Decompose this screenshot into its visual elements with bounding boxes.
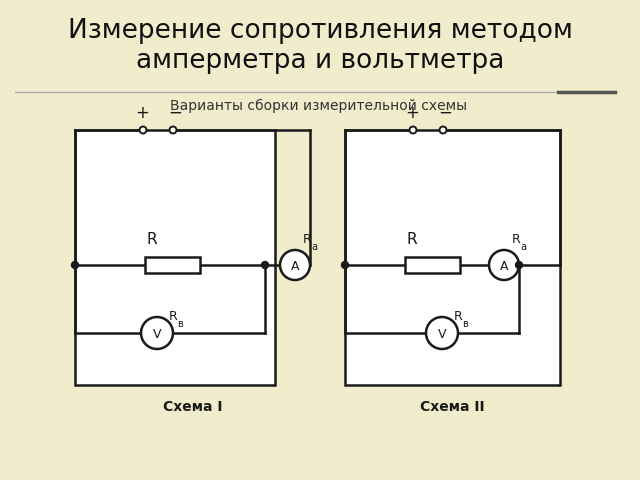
Circle shape xyxy=(489,250,519,280)
Text: R: R xyxy=(406,232,417,247)
Circle shape xyxy=(140,127,147,133)
Text: в: в xyxy=(462,319,468,329)
Bar xyxy=(75,130,275,385)
Text: +: + xyxy=(405,104,419,122)
Text: +: + xyxy=(135,104,149,122)
Bar xyxy=(145,257,200,273)
Circle shape xyxy=(342,262,349,268)
Text: Схема II: Схема II xyxy=(420,400,485,414)
Text: в: в xyxy=(177,319,183,329)
Circle shape xyxy=(515,262,522,268)
Text: R: R xyxy=(169,310,178,323)
Text: a: a xyxy=(311,242,317,252)
Circle shape xyxy=(410,127,417,133)
Circle shape xyxy=(280,250,310,280)
Text: −: − xyxy=(438,104,452,122)
Text: R: R xyxy=(303,233,312,246)
Text: Схема I: Схема I xyxy=(163,400,222,414)
Text: A: A xyxy=(291,260,300,273)
Circle shape xyxy=(426,317,458,349)
Text: A: A xyxy=(500,260,508,273)
Circle shape xyxy=(72,262,79,268)
Circle shape xyxy=(440,127,447,133)
Text: V: V xyxy=(438,327,446,340)
Text: a: a xyxy=(520,242,526,252)
Text: R: R xyxy=(512,233,521,246)
Circle shape xyxy=(141,317,173,349)
Text: R: R xyxy=(147,232,157,247)
Circle shape xyxy=(262,262,269,268)
Text: V: V xyxy=(153,327,161,340)
Text: R: R xyxy=(454,310,463,323)
Text: −: − xyxy=(168,104,182,122)
Bar xyxy=(345,130,560,385)
Bar xyxy=(404,257,460,273)
Text: Варианты сборки измерительной схемы: Варианты сборки измерительной схемы xyxy=(170,99,467,113)
Circle shape xyxy=(170,127,177,133)
Text: Измерение сопротивления методом
амперметра и вольтметра: Измерение сопротивления методом ампермет… xyxy=(68,18,572,74)
